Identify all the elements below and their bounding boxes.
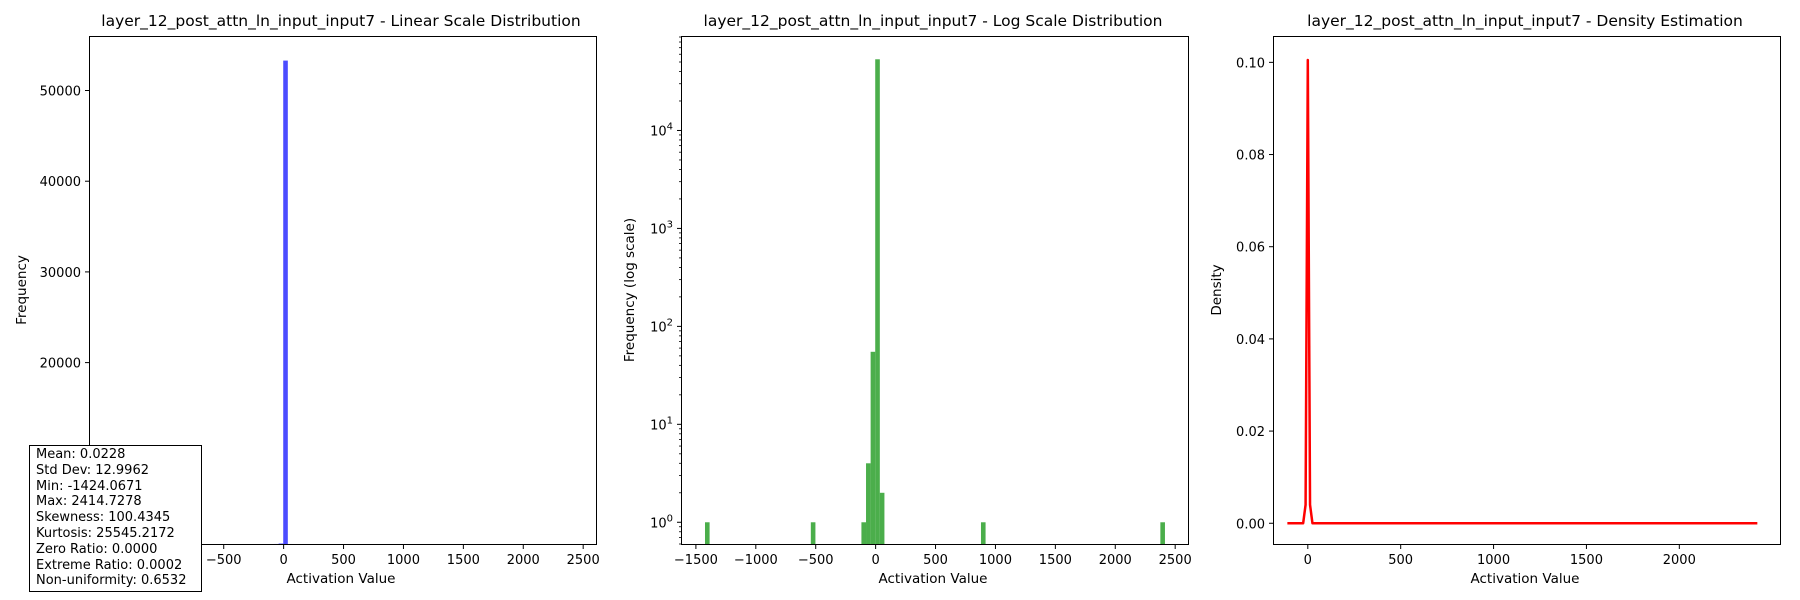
linear-x-tick-label: 0 (279, 553, 287, 568)
density-y-axis-label: Density (1209, 264, 1225, 315)
linear-y-tick-label: 40000 (40, 175, 81, 190)
density-y-tick-label: 0.00 (1236, 517, 1265, 532)
density-y-tick-label: 0.04 (1236, 333, 1265, 348)
log-chart-title: layer_12_post_attn_ln_input_input7 - Log… (704, 12, 1163, 31)
log-x-tick-label: −1500 (674, 553, 718, 568)
stat-min: Min: -1424.0671 (36, 478, 143, 494)
density-x-tick-label: 1500 (1570, 553, 1603, 568)
log-y-tick-label: 102 (650, 317, 673, 335)
density-x-tick-label: 500 (1388, 553, 1413, 568)
stat-extreme-ratio: Extreme Ratio: 0.0002 (36, 557, 183, 573)
stat-kurtosis: Kurtosis: 25545.2172 (36, 525, 175, 541)
log-y-tick-label: 100 (650, 513, 673, 531)
linear-x-tick-label: 1500 (447, 553, 480, 568)
log-histogram-bar (875, 59, 880, 544)
density-x-tick-label: 2000 (1663, 553, 1696, 568)
stat-mean: Mean: 0.0228 (36, 447, 126, 462)
log-histogram-bar (810, 522, 816, 544)
log-histogram-bar (879, 492, 885, 544)
linear-chart-title: layer_12_post_attn_ln_input_input7 - Lin… (101, 12, 580, 31)
log-x-tick-label: 500 (923, 553, 948, 568)
log-histogram-panel: layer_12_post_attn_ln_input_input7 - Log… (622, 12, 1192, 587)
linear-y-tick-label: 20000 (40, 357, 81, 372)
log-histogram-bar (1160, 522, 1165, 544)
density-y-tick-label: 0.08 (1236, 149, 1265, 164)
density-line (1287, 58, 1758, 525)
linear-x-tick-label: 500 (331, 553, 356, 568)
stat-std-dev: Std Dev: 12.9962 (36, 462, 149, 478)
log-y-tick-label: 101 (650, 415, 673, 433)
log-x-tick-label: 1500 (1039, 553, 1072, 568)
density-y-tick-label: 0.02 (1236, 425, 1265, 440)
linear-x-tick-label: 2000 (507, 553, 540, 568)
log-x-tick-label: −1000 (734, 553, 778, 568)
log-x-axis-label: Activation Value (879, 571, 988, 587)
linear-y-axis-label: Frequency (14, 255, 30, 325)
log-y-axis-label: Frequency (log scale) (622, 218, 638, 362)
log-histogram-bar (861, 522, 867, 544)
log-x-tick-label: −500 (798, 553, 834, 568)
linear-histogram-bar (283, 60, 288, 545)
log-x-tick-label: 2000 (1099, 553, 1132, 568)
stat-non-uniformity: Non-uniformity: 0.6532 (36, 573, 187, 589)
linear-x-tick-label: 2500 (567, 553, 600, 568)
density-x-tick-label: 1000 (1477, 553, 1510, 568)
log-plot-frame (681, 36, 1189, 545)
log-y-tick-label: 103 (650, 219, 673, 237)
statistics-box: Mean: 0.0228 Std Dev: 12.9962 Min: -1424… (29, 445, 202, 593)
linear-x-tick-label: 1000 (387, 553, 420, 568)
linear-x-tick-label: −500 (206, 553, 242, 568)
log-histogram-bar (870, 351, 876, 544)
density-plot-frame (1273, 36, 1781, 545)
linear-y-tick-label: 50000 (40, 85, 81, 100)
density-y-tick-label: 0.10 (1236, 56, 1265, 71)
log-histogram-bar (866, 463, 871, 544)
density-chart-title: layer_12_post_attn_ln_input_input7 - Den… (1307, 12, 1743, 31)
log-y-tick-label: 104 (650, 121, 673, 139)
stat-skewness: Skewness: 100.4345 (36, 510, 171, 526)
linear-plot-frame (89, 36, 597, 545)
density-y-tick-label: 0.06 (1236, 241, 1265, 256)
log-x-tick-label: 0 (871, 553, 879, 568)
log-histogram-bar (980, 522, 986, 544)
linear-y-tick-label: 30000 (40, 266, 81, 281)
density-panel: layer_12_post_attn_ln_input_input7 - Den… (1209, 12, 1781, 587)
log-histogram-bar (704, 522, 710, 544)
stat-zero-ratio: Zero Ratio: 0.0000 (36, 541, 158, 557)
density-x-axis-label: Activation Value (1471, 571, 1580, 587)
stat-max: Max: 2414.7278 (36, 494, 142, 510)
density-x-tick-label: 0 (1304, 553, 1312, 568)
log-x-tick-label: 2500 (1159, 553, 1192, 568)
linear-x-axis-label: Activation Value (287, 571, 396, 587)
log-x-tick-label: 1000 (979, 553, 1012, 568)
